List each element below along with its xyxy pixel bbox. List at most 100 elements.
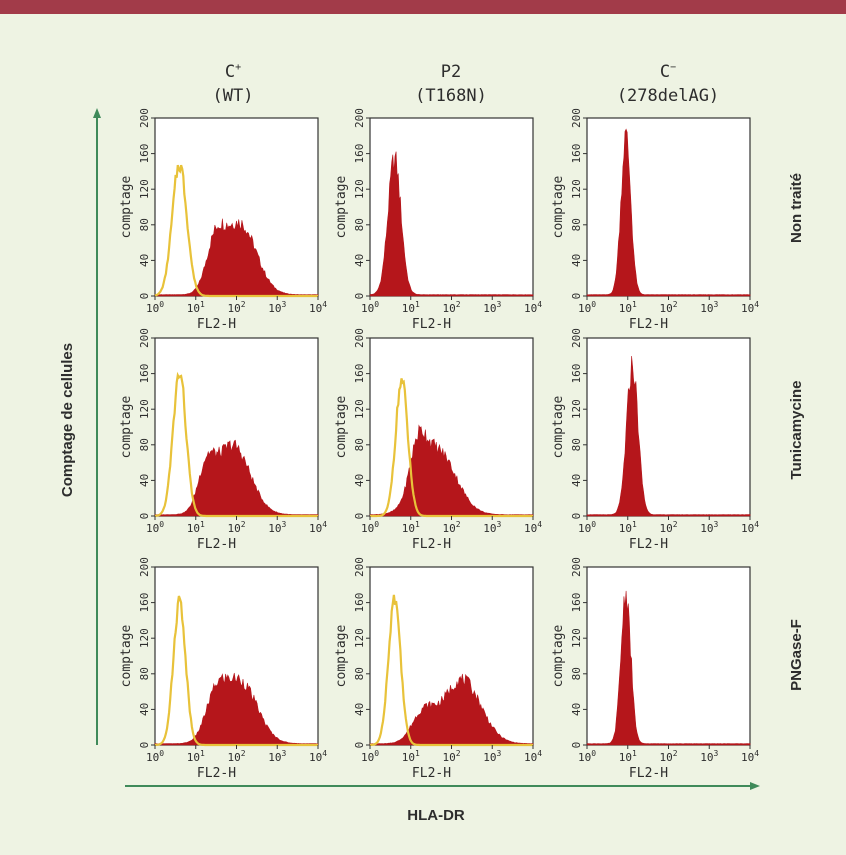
y-tick-label: 80: [353, 218, 366, 231]
y-tick-label: 160: [138, 144, 151, 164]
x-tick-label: 104: [741, 749, 759, 764]
x-tick-label: 103: [268, 749, 286, 764]
y-tick-label: 0: [138, 742, 151, 749]
x-tick-label: 104: [309, 520, 327, 535]
x-tick-label: 102: [442, 520, 460, 535]
x-tick-label: 101: [619, 300, 637, 315]
histogram-panel: 0 40 80 120 160 200 100 101 102 103 104 comptage FL2…: [119, 108, 327, 332]
panel-y-label: comptage: [119, 176, 134, 239]
svg-text:P2: P2: [441, 62, 461, 82]
column-header-p2: P2 (T168N): [415, 62, 487, 106]
y-tick-label: 200: [138, 108, 151, 128]
panel-x-label: FL2-H: [412, 537, 451, 552]
column-header-superscript: −: [670, 62, 676, 73]
y-tick-label: 200: [138, 557, 151, 577]
y-tick-label: 120: [138, 399, 151, 419]
y-tick-label: 200: [570, 328, 583, 348]
y-tick-label: 200: [353, 557, 366, 577]
x-tick-label: 103: [700, 749, 718, 764]
y-tick-label: 200: [570, 108, 583, 128]
y-tick-label: 200: [353, 108, 366, 128]
y-tick-label: 120: [570, 628, 583, 648]
panel-x-label: FL2-H: [629, 537, 668, 552]
column-header-line1: C: [225, 62, 235, 82]
y-tick-label: 120: [570, 179, 583, 199]
column-header-line2: (WT): [213, 86, 254, 106]
panel-x-label: FL2-H: [412, 317, 451, 332]
x-tick-label: 102: [227, 749, 245, 764]
row-label-pngase-f: PNGase-F: [788, 619, 805, 691]
row-label-tunicamycine: Tunicamycine: [788, 381, 805, 480]
y-tick-label: 0: [570, 513, 583, 520]
column-header-line1: C: [660, 62, 670, 82]
y-tick-label: 40: [570, 254, 583, 267]
treated-histogram: [154, 672, 319, 746]
y-tick-label: 160: [570, 593, 583, 613]
column-header-line1: P2: [441, 62, 461, 82]
y-tick-label: 200: [138, 328, 151, 348]
panel-frame: [586, 566, 751, 746]
y-tick-label: 40: [138, 254, 151, 267]
panel-x-label: FL2-H: [629, 766, 668, 781]
y-tick-label: 160: [353, 593, 366, 613]
x-tick-label: 102: [659, 520, 677, 535]
y-tick-label: 80: [138, 667, 151, 680]
histogram-panel: 0 40 80 120 160 200 100 101 102 103 104 comptage FL2…: [119, 328, 327, 552]
y-tick-label: 160: [570, 144, 583, 164]
y-tick-label: 40: [353, 254, 366, 267]
treated-histogram: [586, 128, 751, 297]
y-tick-label: 160: [138, 364, 151, 384]
panel-x-label: FL2-H: [412, 766, 451, 781]
histogram-panel: 0 40 80 120 160 200 100 101 102 103 104 comptage FL2…: [334, 328, 542, 552]
x-tick-label: 100: [146, 520, 164, 535]
x-tick-label: 104: [741, 520, 759, 535]
svg-text:C−: C−: [660, 62, 676, 82]
column-header-c-minus: C− (278delAG): [617, 62, 719, 106]
y-tick-label: 120: [570, 399, 583, 419]
y-tick-label: 120: [353, 179, 366, 199]
x-tick-label: 101: [402, 749, 420, 764]
x-tick-label: 101: [619, 520, 637, 535]
panel-y-label: comptage: [551, 396, 566, 459]
x-tick-label: 100: [578, 749, 596, 764]
x-tick-label: 104: [524, 749, 542, 764]
x-tick-label: 104: [524, 300, 542, 315]
x-tick-label: 102: [227, 300, 245, 315]
x-tick-label: 100: [361, 300, 379, 315]
x-tick-label: 101: [187, 520, 205, 535]
y-tick-label: 160: [353, 144, 366, 164]
x-tick-label: 102: [659, 749, 677, 764]
y-axis-title: Comptage de cellules: [59, 343, 76, 497]
y-tick-label: 40: [138, 703, 151, 716]
x-tick-label: 100: [578, 520, 596, 535]
column-header-c-plus: C+ (WT): [213, 62, 254, 106]
x-tick-label: 104: [309, 300, 327, 315]
x-tick-label: 103: [700, 520, 718, 535]
x-tick-label: 102: [442, 300, 460, 315]
x-tick-label: 102: [442, 749, 460, 764]
x-tick-label: 103: [700, 300, 718, 315]
y-tick-label: 200: [570, 557, 583, 577]
panel-y-label: comptage: [551, 625, 566, 688]
treated-histogram: [369, 151, 534, 297]
column-header-line2: (T168N): [415, 86, 487, 106]
y-tick-label: 80: [138, 438, 151, 451]
x-tick-label: 103: [268, 520, 286, 535]
panel-x-label: FL2-H: [197, 317, 236, 332]
x-tick-label: 104: [741, 300, 759, 315]
panel-y-label: comptage: [119, 625, 134, 688]
x-tick-label: 102: [659, 300, 677, 315]
panel-y-label: comptage: [334, 396, 349, 459]
row-label-non-traite: Non traité: [788, 173, 805, 243]
y-tick-label: 80: [353, 667, 366, 680]
y-tick-label: 40: [353, 474, 366, 487]
y-tick-label: 80: [570, 218, 583, 231]
panel-y-label: comptage: [334, 176, 349, 239]
histogram-grid: 0 40 80 120 160 200 100 101 102 103 104 comptage FL2…: [119, 108, 759, 781]
panel-x-label: FL2-H: [197, 537, 236, 552]
y-tick-label: 200: [353, 328, 366, 348]
panel-x-label: FL2-H: [629, 317, 668, 332]
x-tick-label: 103: [483, 300, 501, 315]
panel-y-label: comptage: [334, 625, 349, 688]
